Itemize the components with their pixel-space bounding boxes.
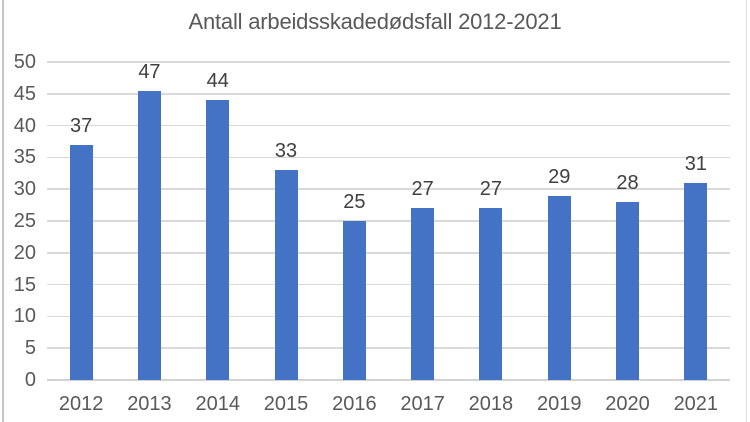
x-tick-label-2017: 2017: [400, 393, 445, 415]
x-axis-labels: 2012 2013 2014 2015 2016 2017 2018 2019 2020 2021: [47, 392, 730, 416]
gridline-40: [47, 124, 730, 127]
data-label-2020: 28: [616, 171, 639, 194]
x-tick-label-2020: 2020: [605, 393, 650, 415]
x-tick-label-2015: 2015: [263, 393, 309, 415]
bar-slot-2019: 29: [525, 62, 593, 380]
right-border-line: [745, 0, 747, 422]
x-tick-label-2019: 2019: [536, 393, 582, 415]
left-border-line: [2, 0, 4, 422]
data-label-2018: 27: [479, 178, 503, 201]
y-tick-label-5: 5: [24, 337, 36, 360]
x-tick-label-2021: 2021: [673, 393, 719, 415]
data-label-2014: 44: [206, 70, 229, 93]
y-tick-label-0: 0: [24, 369, 36, 391]
bar-2014: [206, 100, 230, 380]
bar-2019: [547, 195, 571, 380]
bar-slot-2015: 33: [252, 62, 320, 380]
bar-2018: [479, 208, 503, 380]
gridline-10: [47, 315, 730, 318]
data-label-2019: 29: [548, 165, 571, 188]
y-tick-label-20: 20: [13, 241, 36, 264]
data-label-2016: 25: [343, 191, 366, 213]
bar-2013: [137, 91, 161, 380]
y-tick-label-10: 10: [13, 305, 36, 328]
bar-slot-2014: 44: [184, 62, 252, 380]
gridline-15: [47, 283, 730, 286]
gridline-35: [47, 156, 730, 159]
gridline-50: [47, 61, 730, 63]
gridline-45: [47, 93, 730, 95]
y-tick-label-25: 25: [13, 210, 36, 232]
bar-slot-2017: 27: [388, 62, 456, 380]
gridline-30: [47, 188, 730, 190]
y-tick-label-45: 45: [13, 82, 36, 105]
x-tick-label-2013: 2013: [127, 393, 172, 415]
bar-2012: [69, 144, 93, 380]
data-label-2012: 37: [70, 114, 93, 137]
plot-area: 37 47 44 33 25 27 27 29 28 31: [47, 61, 730, 381]
chart-title: Antall arbeidsskadedødsfall 2012-2021: [188, 9, 562, 34]
bar-2021: [684, 182, 708, 380]
bar-2016: [342, 221, 366, 380]
bars-layer: 37 47 44 33 25 27 27 29 28 31: [47, 62, 730, 380]
y-tick-label-35: 35: [13, 146, 36, 169]
bar-slot-2016: 25: [320, 62, 388, 380]
x-axis-line: [47, 379, 730, 381]
bar-slot-2012: 37: [47, 62, 115, 380]
data-label-2015: 33: [274, 140, 298, 163]
y-axis-labels: 0 5 10 15 20 25 30 35 40 45 50: [0, 52, 36, 390]
y-tick-label-40: 40: [13, 114, 36, 137]
bar-2015: [274, 170, 298, 380]
gridline-5: [47, 347, 730, 349]
x-tick-label-2014: 2014: [195, 393, 240, 415]
data-label-2021: 31: [684, 152, 707, 175]
y-tick-label-30: 30: [13, 178, 36, 201]
gridline-25: [47, 220, 730, 222]
x-tick-label-2016: 2016: [332, 393, 377, 415]
bar-slot-2013: 47: [115, 62, 183, 380]
y-tick-label-50: 50: [13, 51, 36, 73]
gridline-20: [47, 252, 730, 254]
x-tick-label-2012: 2012: [58, 393, 104, 415]
data-label-2013: 47: [138, 61, 161, 83]
bar-2020: [616, 201, 640, 380]
bar-2017: [411, 208, 435, 380]
x-tick-label-2018: 2018: [468, 393, 514, 415]
y-tick-label-15: 15: [13, 273, 36, 296]
data-label-2017: 27: [411, 178, 434, 201]
bar-slot-2018: 27: [457, 62, 525, 380]
bar-slot-2021: 31: [662, 62, 730, 380]
bar-slot-2020: 28: [593, 62, 661, 380]
